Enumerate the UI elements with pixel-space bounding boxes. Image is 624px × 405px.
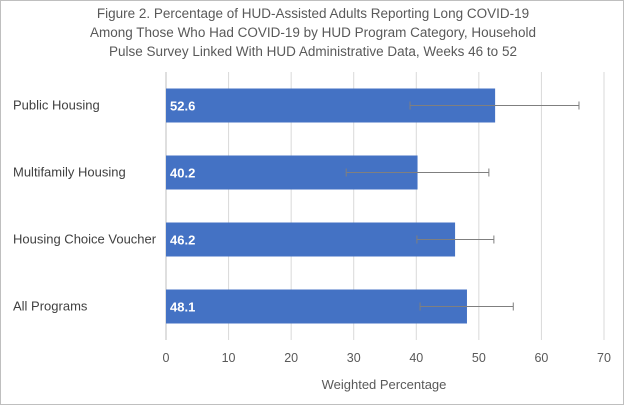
x-tick-label: 30 — [347, 351, 361, 365]
category-label: Multifamily Housing — [13, 165, 126, 180]
bar — [166, 222, 456, 257]
chart-title: Figure 2. Percentage of HUD-Assisted Adu… — [21, 4, 605, 61]
x-tick-label: 20 — [284, 351, 298, 365]
x-tick-label: 70 — [597, 351, 611, 365]
x-tick-label: 40 — [409, 351, 423, 365]
x-tick-labels: 0 10 20 30 40 50 60 70 — [163, 351, 611, 365]
data-label: 40.2 — [170, 166, 195, 181]
category-labels: Public Housing Multifamily Housing Housing… — [13, 98, 157, 314]
x-tick-label: 10 — [222, 351, 236, 365]
x-axis-title: Weighted Percentage — [322, 377, 447, 392]
chart-title-line-2: Among Those Who Had COVID-19 by HUD Prog… — [90, 25, 536, 40]
category-label: All Programs — [13, 299, 88, 314]
bars — [166, 88, 496, 324]
data-label: 46.2 — [170, 233, 195, 248]
data-label: 52.6 — [170, 99, 195, 114]
x-tick-label: 60 — [534, 351, 548, 365]
x-tick-label: 50 — [472, 351, 486, 365]
x-tick-label: 0 — [163, 351, 170, 365]
data-labels: 52.6 40.2 46.2 48.1 — [170, 99, 195, 315]
chart-title-line-1: Figure 2. Percentage of HUD-Assisted Adu… — [96, 6, 530, 21]
category-label: Public Housing — [13, 98, 100, 113]
bar — [166, 289, 467, 324]
chart-title-line-3: Pulse Survey Linked With HUD Administrat… — [109, 44, 517, 59]
error-bars — [345, 101, 580, 311]
data-label: 48.1 — [170, 300, 195, 315]
category-label: Housing Choice Voucher — [13, 232, 157, 247]
